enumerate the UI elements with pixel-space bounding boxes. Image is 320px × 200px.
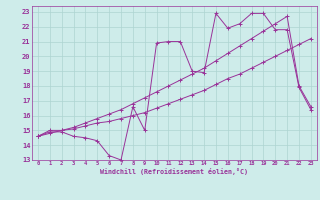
X-axis label: Windchill (Refroidissement éolien,°C): Windchill (Refroidissement éolien,°C)	[100, 168, 248, 175]
